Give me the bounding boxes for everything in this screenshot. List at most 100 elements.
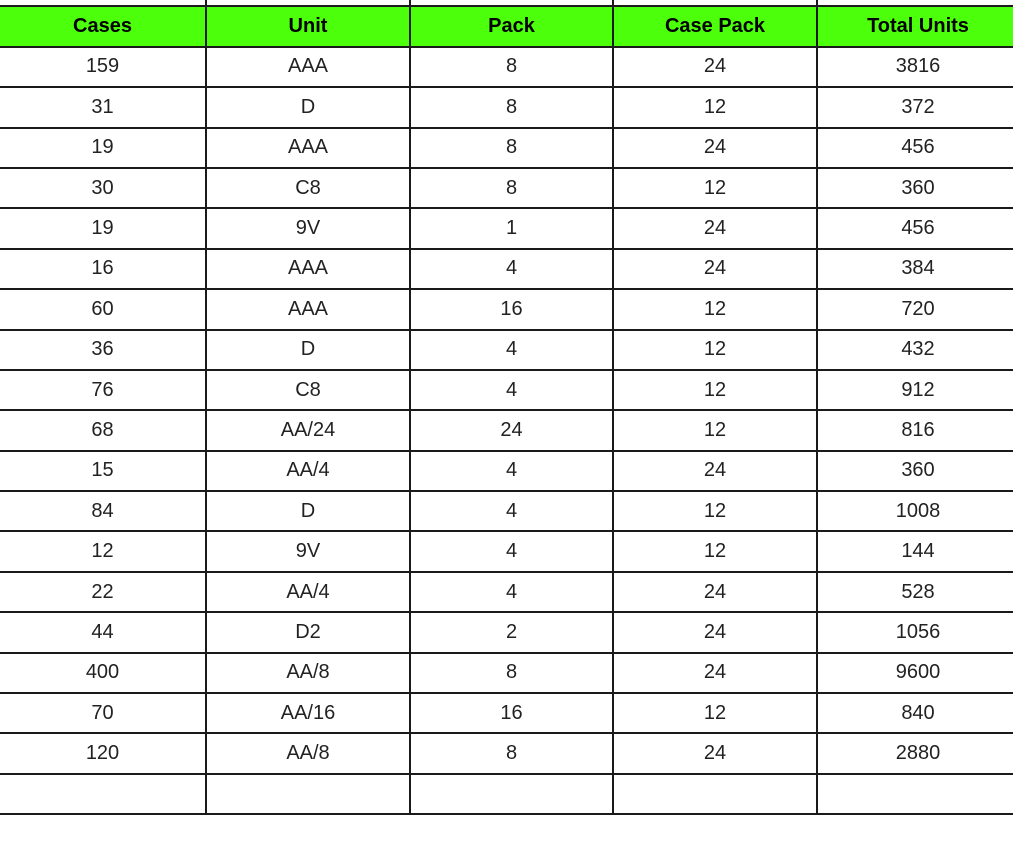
table-cell[interactable]: 4 <box>409 530 614 573</box>
table-cell[interactable]: 4 <box>409 449 614 493</box>
table-cell[interactable]: 24 <box>612 247 818 291</box>
table-cell[interactable]: 372 <box>816 86 1013 129</box>
table-cell[interactable]: 12 <box>612 692 818 735</box>
table-cell[interactable]: 912 <box>816 368 1013 412</box>
table-cell[interactable]: 36 <box>0 328 207 371</box>
table-cell[interactable]: 144 <box>816 530 1013 573</box>
table-cell[interactable]: 4 <box>409 490 614 533</box>
table-cell[interactable]: 2 <box>409 611 614 654</box>
table-cell[interactable] <box>205 0 411 8</box>
table-cell[interactable]: AAA <box>205 247 411 291</box>
table-cell[interactable]: 3816 <box>816 45 1013 89</box>
table-cell[interactable]: 68 <box>0 409 207 452</box>
table-cell[interactable] <box>612 0 818 8</box>
table-cell[interactable]: 76 <box>0 368 207 412</box>
table-cell[interactable]: 16 <box>0 247 207 291</box>
table-cell[interactable]: 4 <box>409 328 614 371</box>
table-cell[interactable]: 720 <box>816 288 1013 331</box>
table-cell[interactable]: 70 <box>0 692 207 735</box>
table-cell[interactable]: 4 <box>409 570 614 614</box>
table-cell[interactable]: 4 <box>409 368 614 412</box>
table-cell[interactable]: 60 <box>0 288 207 331</box>
table-cell[interactable]: AA/8 <box>205 651 411 695</box>
table-cell[interactable]: 15 <box>0 449 207 493</box>
table-cell[interactable]: AAA <box>205 288 411 331</box>
table-cell[interactable]: 19 <box>0 126 207 169</box>
table-cell[interactable]: 19 <box>0 207 207 250</box>
table-cell[interactable]: 159 <box>0 45 207 89</box>
table-cell[interactable]: 24 <box>612 449 818 493</box>
table-cell[interactable]: 9V <box>205 530 411 573</box>
table-cell[interactable]: 8 <box>409 45 614 89</box>
table-cell[interactable]: 24 <box>612 732 818 775</box>
table-cell[interactable]: 12 <box>612 530 818 573</box>
table-cell[interactable] <box>816 772 1013 816</box>
table-cell[interactable] <box>612 772 818 816</box>
table-cell[interactable]: 456 <box>816 126 1013 169</box>
table-cell[interactable]: AAA <box>205 45 411 89</box>
table-cell[interactable]: 44 <box>0 611 207 654</box>
table-cell[interactable]: 24 <box>612 207 818 250</box>
header-unit[interactable]: Unit <box>205 5 411 48</box>
table-cell[interactable]: 8 <box>409 86 614 129</box>
table-cell[interactable]: AA/4 <box>205 449 411 493</box>
table-cell[interactable]: 456 <box>816 207 1013 250</box>
table-cell[interactable]: 1008 <box>816 490 1013 533</box>
table-cell[interactable]: 400 <box>0 651 207 695</box>
table-cell[interactable] <box>409 0 614 8</box>
table-cell[interactable]: 84 <box>0 490 207 533</box>
table-cell[interactable]: 12 <box>612 86 818 129</box>
table-cell[interactable]: 24 <box>612 611 818 654</box>
table-cell[interactable]: C8 <box>205 368 411 412</box>
header-cases[interactable]: Cases <box>0 5 207 48</box>
table-cell[interactable]: 8 <box>409 126 614 169</box>
table-cell[interactable]: 840 <box>816 692 1013 735</box>
table-cell[interactable]: 12 <box>612 288 818 331</box>
table-cell[interactable]: 2880 <box>816 732 1013 775</box>
table-cell[interactable]: 9V <box>205 207 411 250</box>
table-cell[interactable]: 432 <box>816 328 1013 371</box>
table-cell[interactable]: 360 <box>816 166 1013 210</box>
table-cell[interactable]: 4 <box>409 247 614 291</box>
table-cell[interactable]: AA/24 <box>205 409 411 452</box>
table-cell[interactable]: AA/4 <box>205 570 411 614</box>
table-cell[interactable]: 24 <box>612 126 818 169</box>
table-cell[interactable]: AA/16 <box>205 692 411 735</box>
table-cell[interactable]: 24 <box>409 409 614 452</box>
table-cell[interactable]: 384 <box>816 247 1013 291</box>
header-case-pack[interactable]: Case Pack <box>612 5 818 48</box>
table-cell[interactable] <box>0 0 207 8</box>
header-total-units[interactable]: Total Units <box>816 5 1013 48</box>
table-cell[interactable]: AAA <box>205 126 411 169</box>
table-cell[interactable]: 24 <box>612 45 818 89</box>
table-cell[interactable]: 1056 <box>816 611 1013 654</box>
table-cell[interactable]: 8 <box>409 166 614 210</box>
table-cell[interactable]: 528 <box>816 570 1013 614</box>
table-cell[interactable]: 12 <box>612 368 818 412</box>
table-cell[interactable]: 360 <box>816 449 1013 493</box>
table-cell[interactable]: 8 <box>409 651 614 695</box>
table-cell[interactable]: D2 <box>205 611 411 654</box>
table-cell[interactable] <box>0 772 207 816</box>
table-cell[interactable]: D <box>205 328 411 371</box>
table-cell[interactable]: 120 <box>0 732 207 775</box>
table-cell[interactable]: 31 <box>0 86 207 129</box>
header-pack[interactable]: Pack <box>409 5 614 48</box>
table-cell[interactable]: 22 <box>0 570 207 614</box>
table-cell[interactable]: 8 <box>409 732 614 775</box>
table-cell[interactable]: 12 <box>612 490 818 533</box>
table-cell[interactable] <box>409 772 614 816</box>
table-cell[interactable]: D <box>205 86 411 129</box>
table-cell[interactable]: C8 <box>205 166 411 210</box>
table-cell[interactable]: D <box>205 490 411 533</box>
table-cell[interactable]: 24 <box>612 651 818 695</box>
table-cell[interactable]: 12 <box>0 530 207 573</box>
table-cell[interactable]: AA/8 <box>205 732 411 775</box>
table-cell[interactable]: 12 <box>612 328 818 371</box>
table-cell[interactable] <box>816 0 1013 8</box>
table-cell[interactable]: 9600 <box>816 651 1013 695</box>
table-cell[interactable]: 30 <box>0 166 207 210</box>
table-cell[interactable] <box>205 772 411 816</box>
table-cell[interactable]: 1 <box>409 207 614 250</box>
table-cell[interactable]: 16 <box>409 288 614 331</box>
